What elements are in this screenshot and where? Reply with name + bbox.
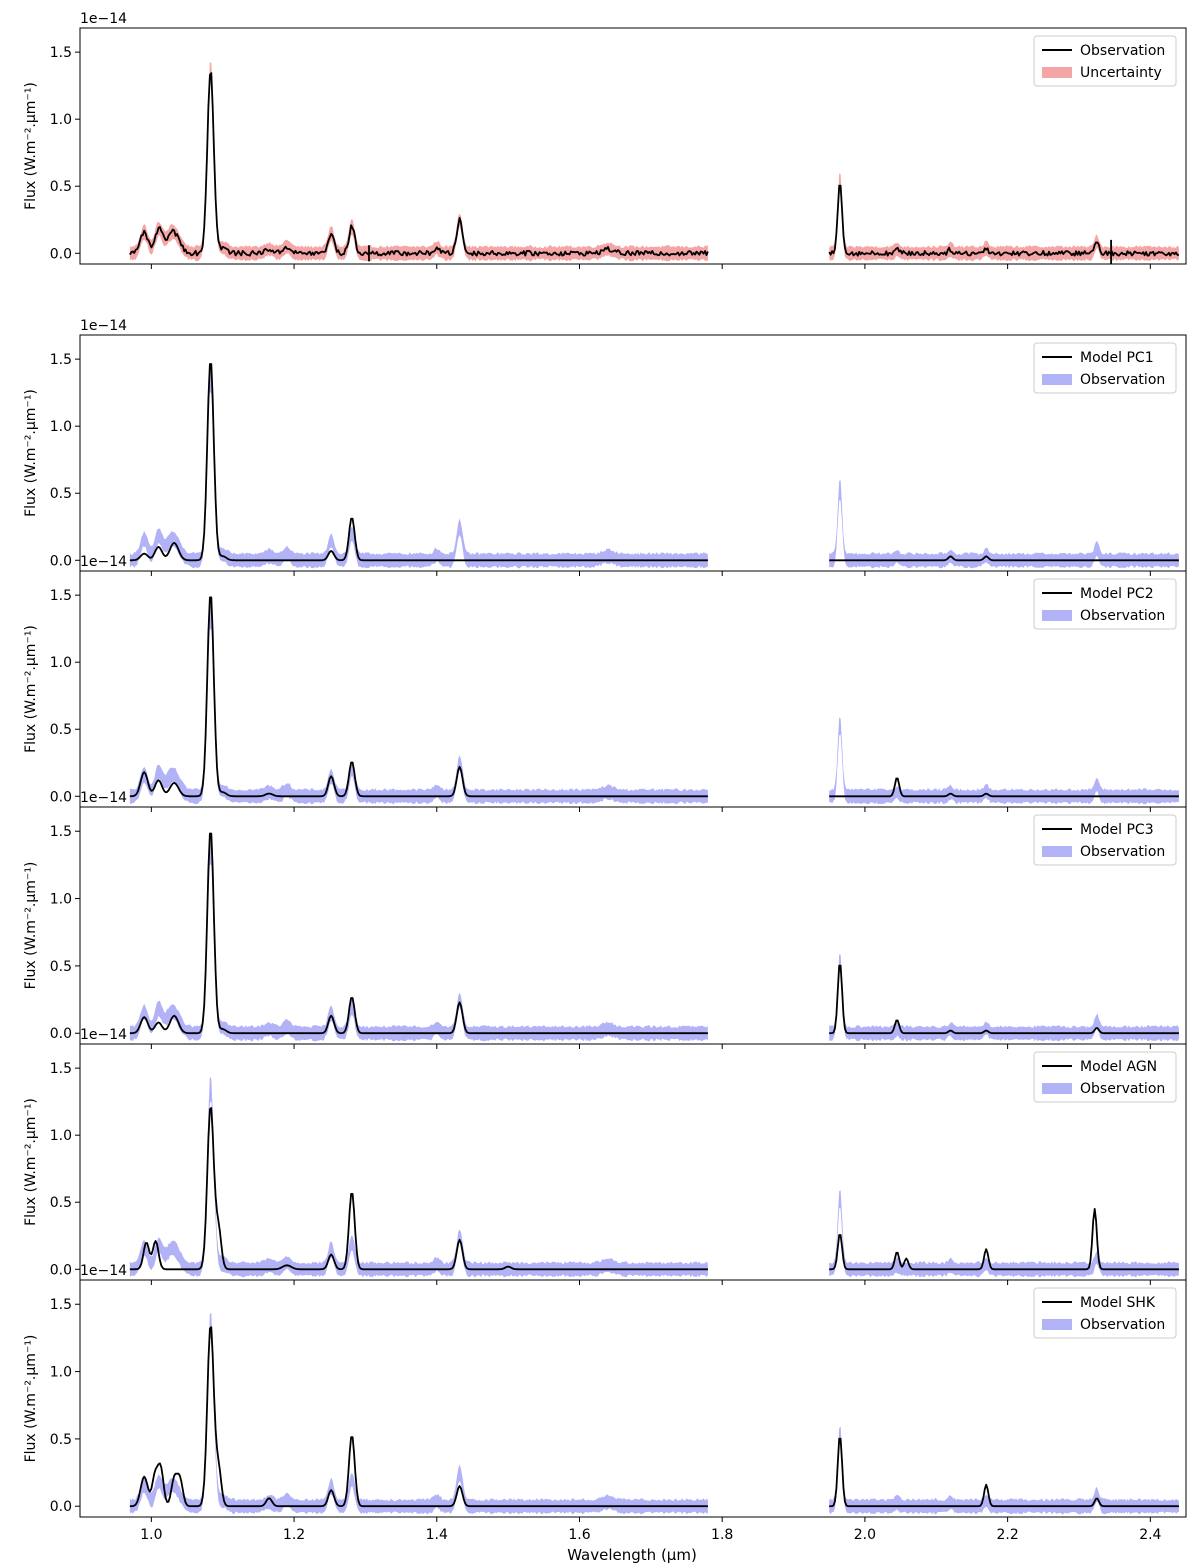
y-tick-label: 0.5 <box>50 486 72 502</box>
panel-observation: 0.0 0.5 1.0 1.5 1e−14 Flux (W.m⁻².μm⁻¹) Observ… <box>23 11 1187 269</box>
panel-model-shk: 0.0 0.5 1.0 1.5 1.0 1.2 1.4 1.6 1.8 2.0 2.2 2.4 1e−1… <box>23 1263 1187 1543</box>
series-line-model-shk-1 <box>129 1326 708 1508</box>
y-offset-text: 1e−14 <box>80 790 127 806</box>
y-tick-label: 0.0 <box>50 1262 72 1278</box>
axes-frame <box>79 1279 1187 1518</box>
x-tick-label: 1.4 <box>426 1527 448 1543</box>
y-tick-label: 1.5 <box>50 824 72 840</box>
series-line-model-pc3-2 <box>829 964 1179 1035</box>
y-axis-label: Flux (W.m⁻².μm⁻¹) <box>23 1335 39 1463</box>
series-line-model-pc2-2 <box>829 777 1179 798</box>
legend-label: Observation <box>1080 1317 1165 1333</box>
series-line-model-pc1-2 <box>829 555 1179 562</box>
y-tick-label: 0.0 <box>50 789 72 805</box>
legend-label: Observation <box>1080 1081 1165 1097</box>
panel-model-pc1: 0.0 0.5 1.0 1.5 1e−14 Flux (W.m⁻².μm⁻¹) Model … <box>23 318 1187 576</box>
series-line-model-pc3-1 <box>129 832 708 1035</box>
plot-area <box>129 832 1179 1042</box>
y-tick-label: 0.5 <box>50 179 72 195</box>
legend: Model PC1 Observation <box>1033 342 1177 394</box>
x-axis-label: Wavelength (μm) <box>567 1546 697 1564</box>
legend-band-swatch <box>1042 67 1072 78</box>
y-tick-label: 0.5 <box>50 1195 72 1211</box>
legend-band-swatch <box>1042 610 1072 621</box>
y-axis-label: Flux (W.m⁻².μm⁻¹) <box>23 389 39 517</box>
y-offset-text: 1e−14 <box>80 554 127 570</box>
y-tick-label: 0.5 <box>50 1432 72 1448</box>
series-line-model-agn-1 <box>129 1107 708 1271</box>
legend-label: Model PC3 <box>1080 822 1154 838</box>
x-tick-label: 2.0 <box>854 1527 876 1543</box>
y-offset-text: 1e−14 <box>80 1263 127 1279</box>
plot-area <box>129 1312 1179 1515</box>
y-tick-label: 1.5 <box>50 1297 72 1313</box>
x-tick-label: 1.8 <box>711 1527 733 1543</box>
y-axis-label: Flux (W.m⁻².μm⁻¹) <box>23 862 39 990</box>
legend-label: Model SHK <box>1080 1295 1156 1311</box>
legend: Model PC3 Observation <box>1033 814 1177 866</box>
x-tick-label: 1.6 <box>568 1527 590 1543</box>
plot-area <box>129 1076 1179 1278</box>
legend: Model PC2 Observation <box>1033 578 1177 630</box>
legend: Observation Uncertainty <box>1033 35 1177 87</box>
series-line-observation-2 <box>828 184 1180 257</box>
legend-label: Model AGN <box>1080 1059 1157 1075</box>
y-tick-label: 0.0 <box>50 246 72 262</box>
legend-band-swatch <box>1042 374 1072 385</box>
y-tick-label: 1.5 <box>50 1061 72 1077</box>
series-line-model-pc1-1 <box>129 363 708 562</box>
legend-label: Uncertainty <box>1080 65 1162 81</box>
series-line-model-agn-2 <box>829 1208 1179 1271</box>
y-tick-label: 1.0 <box>50 655 72 671</box>
plot-area <box>129 596 1179 805</box>
legend-label: Model PC2 <box>1080 586 1154 602</box>
y-offset-text: 1e−14 <box>80 11 127 27</box>
plot-area <box>129 62 1180 264</box>
legend-label: Observation <box>1080 844 1165 860</box>
y-axis-label: Flux (W.m⁻².μm⁻¹) <box>23 82 39 210</box>
y-tick-label: 1.5 <box>50 352 72 368</box>
panels: 0.0 0.5 1.0 1.5 1e−14 Flux (W.m⁻².μm⁻¹) Observ… <box>23 11 1187 1543</box>
legend-label: Model PC1 <box>1080 350 1154 366</box>
y-tick-label: 0.5 <box>50 959 72 975</box>
legend-label: Observation <box>1080 608 1165 624</box>
y-axis-label: Flux (W.m⁻².μm⁻¹) <box>23 1098 39 1226</box>
y-tick-label: 0.0 <box>50 553 72 569</box>
legend-band-swatch <box>1042 1319 1072 1330</box>
y-tick-label: 1.5 <box>50 45 72 61</box>
panel-model-pc3: 0.0 0.5 1.0 1.5 1e−14 Flux (W.m⁻².μm⁻¹) Model … <box>23 790 1187 1049</box>
series-line-model-pc2-1 <box>129 596 708 798</box>
y-tick-label: 1.0 <box>50 1365 72 1381</box>
legend-label: Observation <box>1080 372 1165 388</box>
legend-band-swatch <box>1042 1083 1072 1094</box>
y-tick-label: 1.0 <box>50 112 72 128</box>
y-tick-label: 1.5 <box>50 588 72 604</box>
y-axis-label: Flux (W.m⁻².μm⁻¹) <box>23 625 39 753</box>
x-tick-label: 1.2 <box>283 1527 305 1543</box>
x-tick-label: 2.2 <box>996 1527 1018 1543</box>
legend: Model AGN Observation <box>1033 1051 1177 1103</box>
x-tick-label: 1.0 <box>140 1527 162 1543</box>
panel-model-pc2: 0.0 0.5 1.0 1.5 1e−14 Flux (W.m⁻².μm⁻¹) Model … <box>23 554 1187 812</box>
y-tick-label: 1.0 <box>50 892 72 908</box>
legend-band-swatch <box>1042 846 1072 857</box>
y-tick-label: 0.5 <box>50 722 72 738</box>
y-tick-label: 0.0 <box>50 1026 72 1042</box>
y-tick-label: 0.0 <box>50 1499 72 1515</box>
y-tick-label: 1.0 <box>50 419 72 435</box>
y-offset-text: 1e−14 <box>80 1027 127 1043</box>
legend: Model SHK Observation <box>1033 1287 1177 1339</box>
series-line-model-shk-2 <box>829 1437 1179 1508</box>
series-line-observation-1 <box>129 72 709 257</box>
y-offset-text: 1e−14 <box>80 318 127 334</box>
plot-area <box>129 363 1179 569</box>
axes-frame <box>79 27 1187 265</box>
legend-label: Observation <box>1080 43 1165 59</box>
x-tick-label: 2.4 <box>1139 1527 1161 1543</box>
y-tick-label: 1.0 <box>50 1128 72 1144</box>
